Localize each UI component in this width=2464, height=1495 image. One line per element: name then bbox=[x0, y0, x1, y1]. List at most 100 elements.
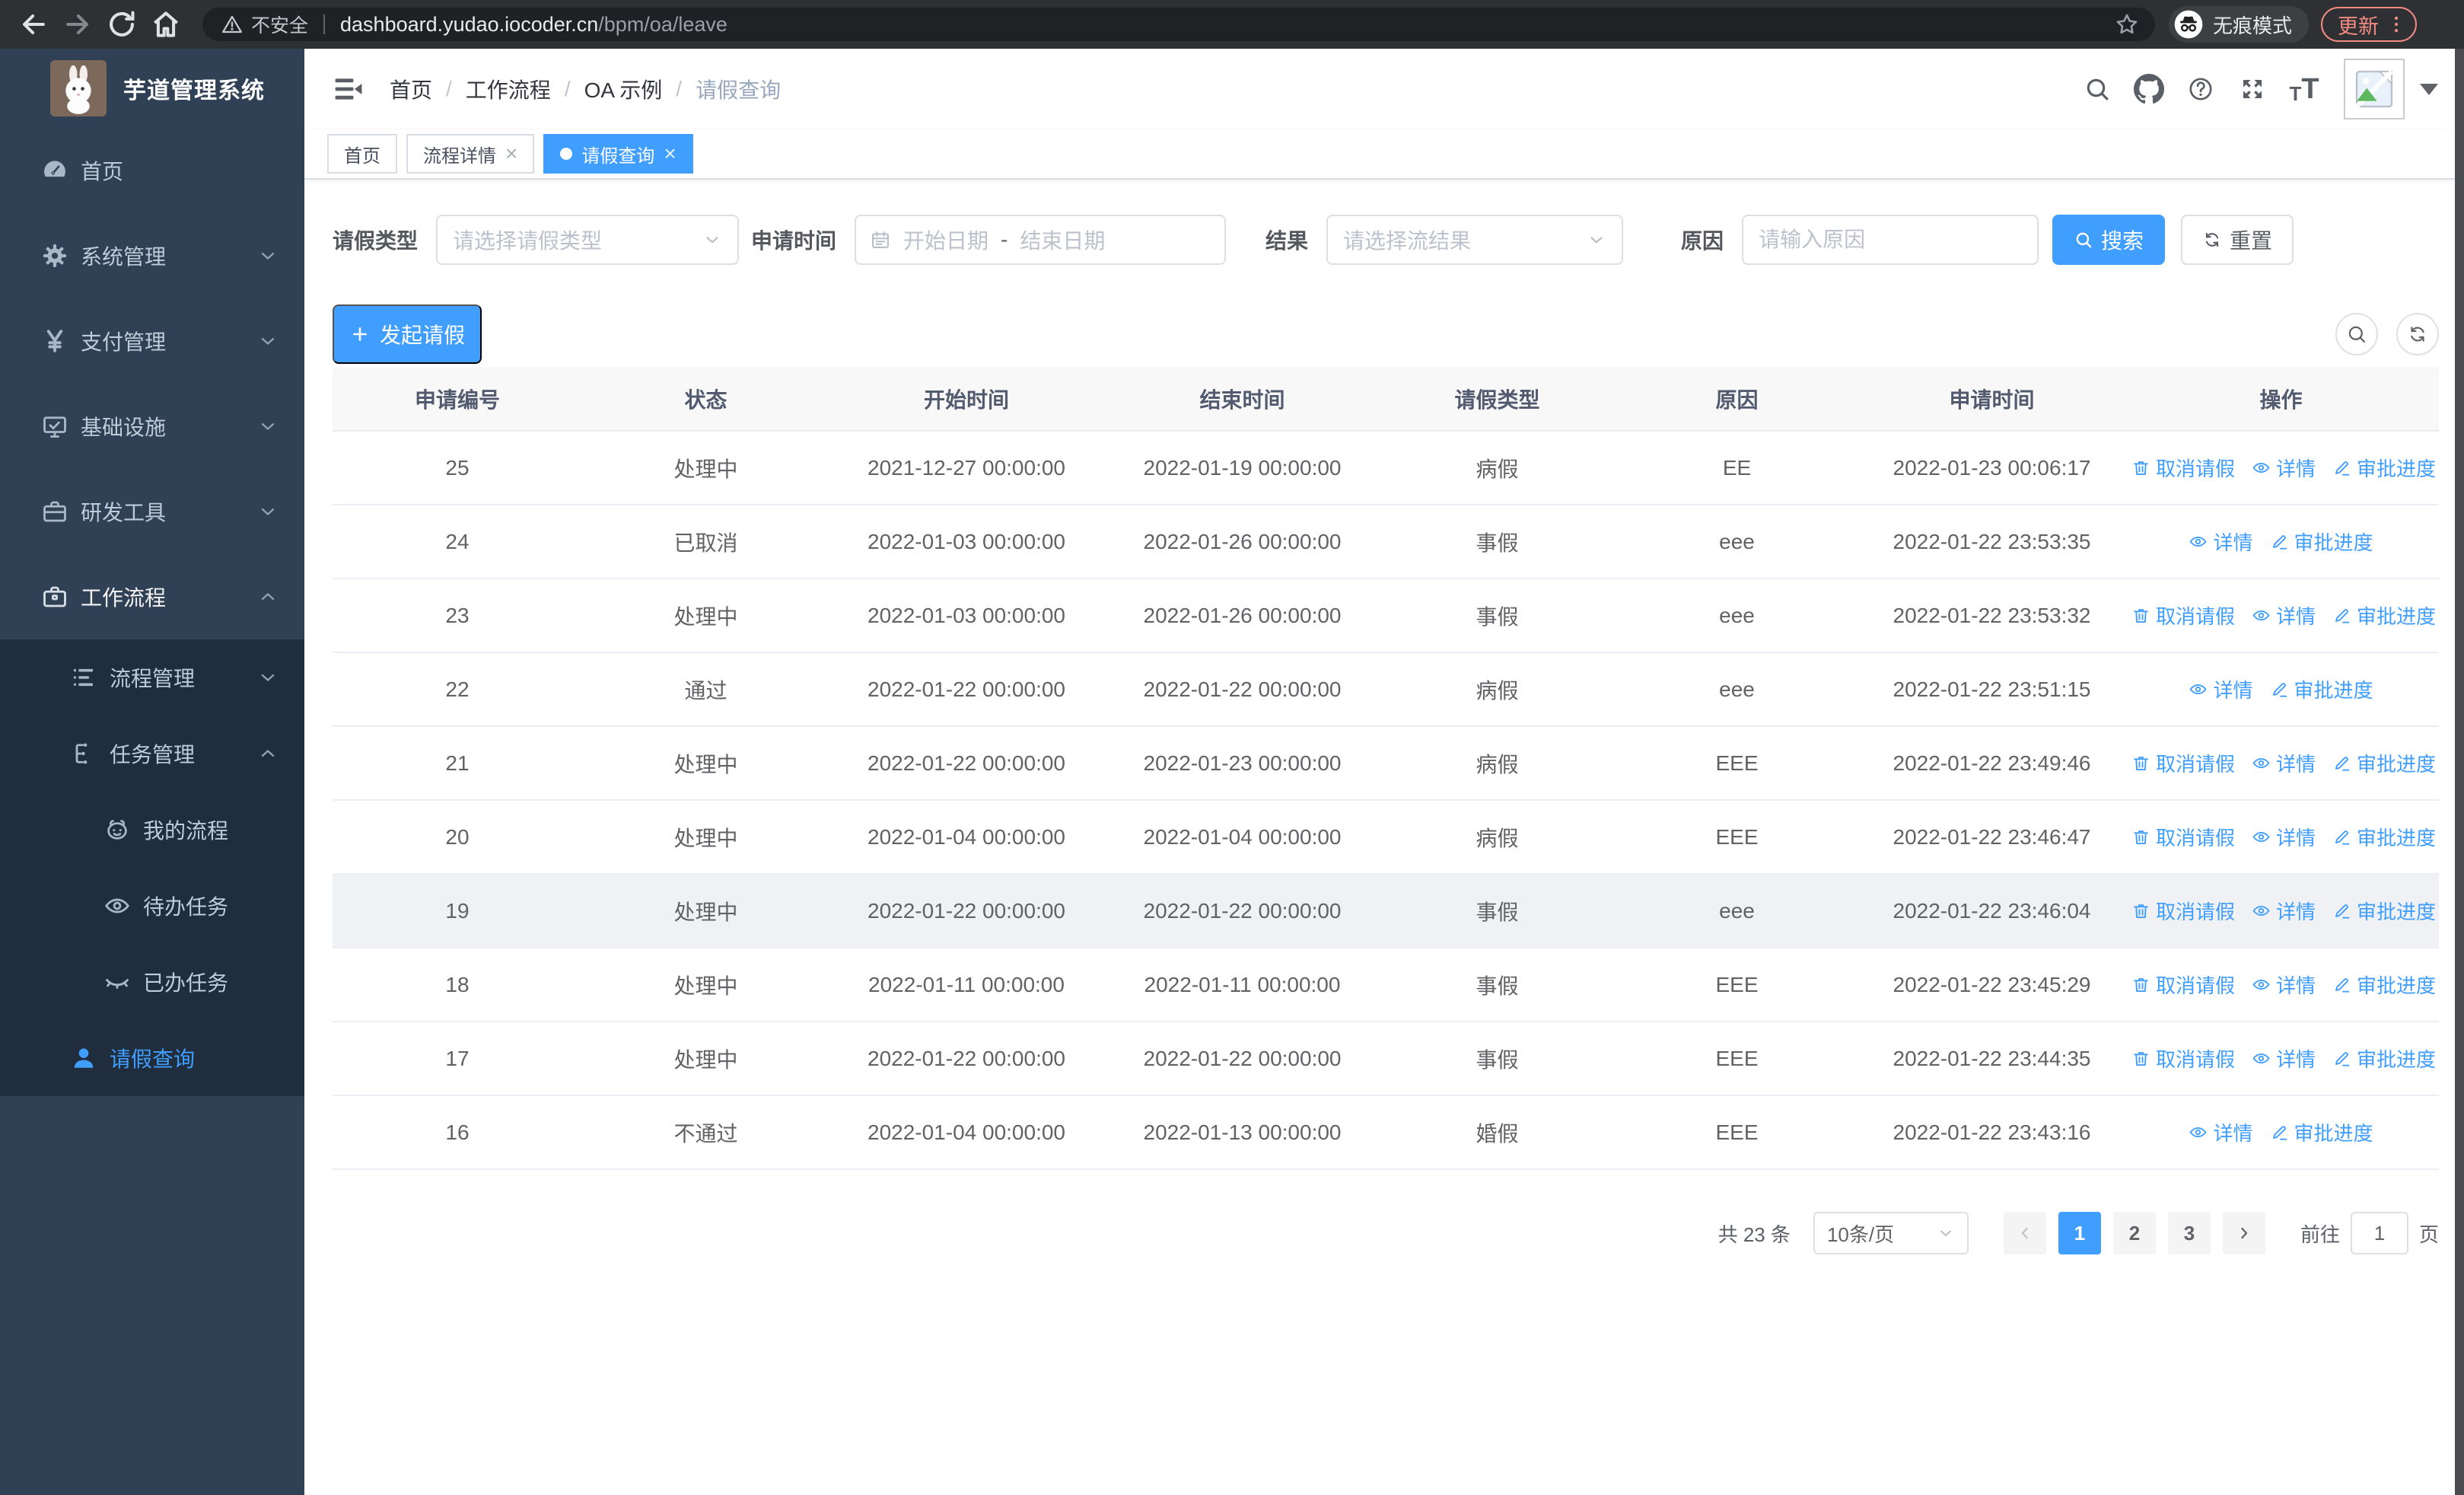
detail-label: 详情 bbox=[2213, 675, 2252, 703]
url-bar[interactable]: 不安全 dashboard.yudao.iocoder.cn/bpm/oa/le… bbox=[202, 8, 2155, 41]
cancel-link[interactable]: 取消请假 bbox=[2131, 601, 2235, 630]
detail-link[interactable]: 详情 bbox=[2189, 675, 2252, 703]
progress-link[interactable]: 审批进度 bbox=[2270, 675, 2373, 703]
menu-dots-icon[interactable] bbox=[2385, 13, 2408, 36]
detail-link[interactable]: 详情 bbox=[2252, 823, 2316, 851]
page-unit-label: 页 bbox=[2419, 1219, 2439, 1248]
forward-icon[interactable] bbox=[61, 8, 94, 41]
sidebar-item-支付管理[interactable]: 支付管理 bbox=[0, 298, 304, 384]
toggle-search-button[interactable] bbox=[2335, 313, 2378, 355]
sidebar-item-label: 研发工具 bbox=[81, 496, 166, 527]
header-search-icon[interactable] bbox=[2071, 71, 2123, 107]
eye-icon bbox=[2252, 1049, 2271, 1068]
progress-link[interactable]: 审批进度 bbox=[2332, 749, 2436, 777]
cell-id: 24 bbox=[333, 505, 582, 579]
font-size-icon[interactable]: TT bbox=[2278, 75, 2330, 104]
cancel-link[interactable]: 取消请假 bbox=[2131, 971, 2235, 999]
bookmark-star-icon[interactable] bbox=[2114, 11, 2140, 37]
progress-link[interactable]: 审批进度 bbox=[2332, 1044, 2436, 1073]
window-scrollbar[interactable] bbox=[2455, 49, 2464, 1495]
detail-link[interactable]: 详情 bbox=[2189, 528, 2252, 556]
close-icon[interactable]: × bbox=[505, 143, 517, 164]
sidebar-item-系统管理[interactable]: 系统管理 bbox=[0, 213, 304, 298]
progress-link[interactable]: 审批进度 bbox=[2332, 823, 2436, 851]
detail-link[interactable]: 详情 bbox=[2252, 897, 2316, 925]
next-page-button[interactable] bbox=[2223, 1212, 2265, 1254]
cancel-link[interactable]: 取消请假 bbox=[2131, 454, 2235, 482]
update-button[interactable]: 更新 bbox=[2321, 7, 2417, 42]
page-size-select[interactable]: 10条/页 bbox=[1813, 1212, 1969, 1254]
avatar[interactable] bbox=[2344, 59, 2405, 120]
cancel-link[interactable]: 取消请假 bbox=[2131, 1044, 2235, 1073]
cancel-link[interactable]: 取消请假 bbox=[2131, 897, 2235, 925]
detail-link[interactable]: 详情 bbox=[2252, 971, 2316, 999]
progress-link[interactable]: 审批进度 bbox=[2332, 897, 2436, 925]
sidebar-item-研发工具[interactable]: 研发工具 bbox=[0, 469, 304, 554]
create-leave-button[interactable]: 发起请假 bbox=[333, 304, 482, 364]
progress-link[interactable]: 审批进度 bbox=[2332, 454, 2436, 482]
cell-end: 2022-01-22 00:00:00 bbox=[1103, 652, 1381, 726]
sidebar-item-label: 基础设施 bbox=[81, 411, 166, 441]
pen-icon bbox=[2332, 754, 2351, 773]
progress-link[interactable]: 审批进度 bbox=[2332, 601, 2436, 630]
progress-link[interactable]: 审批进度 bbox=[2270, 528, 2373, 556]
cell-actions: 取消请假详情审批进度 bbox=[2123, 431, 2439, 505]
date-range-picker[interactable]: 开始日期 - 结束日期 bbox=[855, 215, 1226, 265]
sidebar-item-我的流程[interactable]: 我的流程 bbox=[0, 792, 304, 868]
home-icon[interactable] bbox=[149, 8, 183, 41]
page-button-1[interactable]: 1 bbox=[2058, 1212, 2101, 1254]
fullscreen-icon[interactable] bbox=[2227, 71, 2278, 107]
sidebar-item-基础设施[interactable]: 基础设施 bbox=[0, 384, 304, 469]
breadcrumb-item[interactable]: 工作流程 bbox=[466, 74, 551, 104]
tab-请假查询[interactable]: 请假查询 × bbox=[543, 134, 692, 174]
progress-link[interactable]: 审批进度 bbox=[2332, 971, 2436, 999]
progress-label: 审批进度 bbox=[2294, 675, 2373, 703]
tab-流程详情[interactable]: 流程详情× bbox=[406, 134, 534, 174]
progress-link[interactable]: 审批进度 bbox=[2270, 1118, 2373, 1146]
url-text[interactable]: dashboard.yudao.iocoder.cn/bpm/oa/leave bbox=[340, 13, 727, 37]
breadcrumb-item[interactable]: OA 示例 bbox=[584, 74, 663, 104]
leave-type-select[interactable]: 请选择请假类型 bbox=[436, 215, 739, 265]
detail-link[interactable]: 详情 bbox=[2189, 1118, 2252, 1146]
reload-icon[interactable] bbox=[105, 8, 138, 41]
reset-button[interactable]: 重置 bbox=[2181, 215, 2294, 265]
trash-icon bbox=[2131, 975, 2150, 994]
detail-link[interactable]: 详情 bbox=[2252, 454, 2316, 482]
close-icon[interactable]: × bbox=[664, 143, 676, 164]
reason-input[interactable] bbox=[1742, 215, 2039, 265]
breadcrumb-item[interactable]: 首页 bbox=[390, 74, 432, 104]
goto-page-input[interactable] bbox=[2351, 1212, 2408, 1254]
reason-label: 原因 bbox=[1681, 225, 1724, 255]
sidebar-item-任务管理[interactable]: 任务管理 bbox=[0, 716, 304, 792]
trash-icon bbox=[2131, 901, 2150, 920]
security-label[interactable]: 不安全 bbox=[251, 11, 308, 38]
collapse-sidebar-icon[interactable] bbox=[332, 72, 365, 106]
tab-首页[interactable]: 首页 bbox=[327, 134, 397, 174]
help-icon[interactable] bbox=[2175, 71, 2227, 107]
prev-page-button[interactable] bbox=[2004, 1212, 2046, 1254]
detail-link[interactable]: 详情 bbox=[2252, 749, 2316, 777]
page-button-2[interactable]: 2 bbox=[2113, 1212, 2156, 1254]
pen-icon bbox=[2270, 680, 2289, 699]
sidebar-item-请假查询[interactable]: 请假查询 bbox=[0, 1020, 304, 1096]
sidebar-item-工作流程[interactable]: 工作流程 bbox=[0, 554, 304, 639]
github-icon[interactable] bbox=[2123, 71, 2175, 107]
detail-link[interactable]: 详情 bbox=[2252, 1044, 2316, 1073]
refresh-table-button[interactable] bbox=[2396, 313, 2439, 355]
back-icon[interactable] bbox=[17, 8, 50, 41]
page-button-3[interactable]: 3 bbox=[2168, 1212, 2211, 1254]
detail-link[interactable]: 详情 bbox=[2252, 601, 2316, 630]
tab-label: 请假查询 bbox=[581, 141, 654, 167]
sidebar-item-待办任务[interactable]: 待办任务 bbox=[0, 868, 304, 944]
cancel-link[interactable]: 取消请假 bbox=[2131, 823, 2235, 851]
result-select[interactable]: 请选择流结果 bbox=[1326, 215, 1623, 265]
sidebar-item-首页[interactable]: 首页 bbox=[0, 128, 304, 213]
eye-closed-icon bbox=[102, 968, 132, 996]
cell-start: 2022-01-22 00:00:00 bbox=[829, 652, 1103, 726]
logo-row[interactable]: 芋道管理系统 bbox=[0, 49, 304, 128]
search-button[interactable]: 搜索 bbox=[2052, 215, 2165, 265]
cancel-link[interactable]: 取消请假 bbox=[2131, 749, 2235, 777]
sidebar-item-流程管理[interactable]: 流程管理 bbox=[0, 639, 304, 716]
chevron-down-icon[interactable] bbox=[2420, 84, 2438, 95]
sidebar-item-已办任务[interactable]: 已办任务 bbox=[0, 944, 304, 1020]
